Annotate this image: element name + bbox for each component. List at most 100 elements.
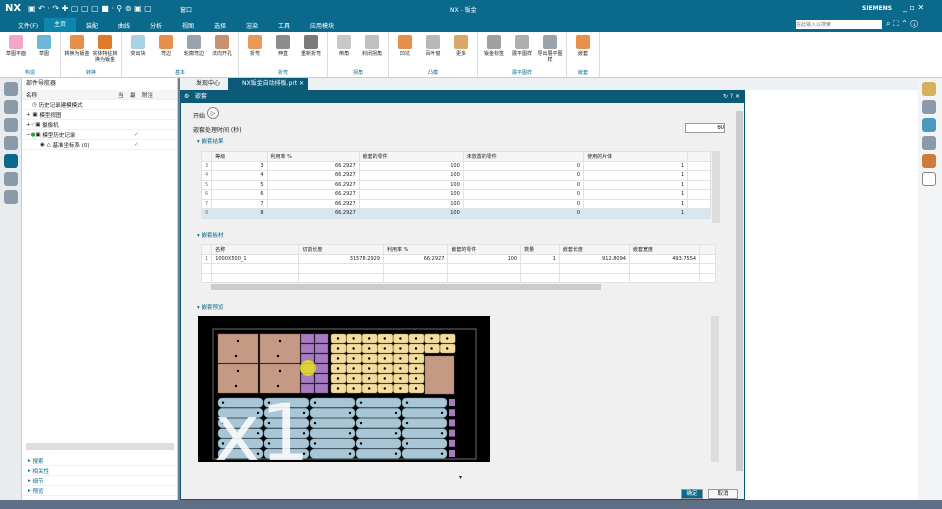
panel-details[interactable]: ▸ 细节 [22, 476, 178, 486]
ribbon-button[interactable]: 转换为钣金 [63, 35, 91, 77]
layer-icon[interactable] [922, 100, 936, 114]
column-header[interactable]: 数量 [520, 244, 560, 255]
menu-home[interactable]: 主页 [44, 18, 76, 32]
table-row[interactable]: 4 4 66.2927 100 0 1 [200, 170, 711, 181]
ribbon-button[interactable]: 重新折弯 [297, 35, 325, 77]
reuse-library-icon[interactable] [4, 154, 18, 168]
constraint-navigator-icon[interactable] [4, 136, 18, 150]
tree-item[interactable]: ◷ 历史记录建模模式 [22, 100, 177, 110]
expand-arrow-icon[interactable]: ▾ [459, 474, 463, 481]
panel-preview[interactable]: ▸ 预览 [22, 486, 178, 496]
ribbon-button[interactable]: 弯边 [152, 35, 180, 77]
ribbon-button[interactable]: 导出展平图样 [536, 35, 564, 77]
ribbon-button[interactable]: 百叶窗 [419, 35, 447, 77]
face-icon[interactable] [922, 118, 936, 132]
sheets-section-header[interactable]: ▾ 嵌套板材 [197, 233, 224, 239]
ribbon-button[interactable]: 展平图样 [508, 35, 536, 77]
ribbon-button[interactable]: 突出块 [124, 35, 152, 77]
ribbon-button[interactable]: 封闭拐角 [358, 35, 386, 77]
tree-item[interactable]: + ✓ ▣ 摄像机 [22, 120, 177, 130]
table-row[interactable]: 6 6 66.2927 100 0 1 [200, 189, 711, 200]
ribbon-button[interactable]: 嵌套 [569, 35, 597, 77]
column-latest[interactable]: 最 [130, 92, 136, 99]
column-notes[interactable]: 附注 [142, 92, 154, 99]
table-row[interactable]: 1 1000X500_1 31578.2929 66.2927 100 1 912.8094… [200, 253, 716, 264]
table-row[interactable]: 7 7 66.2927 100 0 1 [200, 198, 711, 209]
tree-item[interactable]: + ▣ 模型视图 [22, 110, 177, 120]
ribbon-button[interactable]: 实体特征转换为钣金 [91, 35, 119, 77]
table-row[interactable]: 3 3 66.2927 100 0 1 [200, 160, 711, 171]
dialog-scrollbar[interactable] [736, 111, 743, 471]
ribbon-button[interactable]: 折弯 [241, 35, 269, 77]
menu-render[interactable]: 渲染 [245, 22, 258, 30]
search-icon[interactable]: ⌕ ⛶ ⌃ ⓘ [886, 19, 918, 28]
graphics-window[interactable] [745, 90, 918, 500]
sheets-scrollbar[interactable] [211, 284, 601, 290]
ribbon-button[interactable]: 凹坑 [391, 35, 419, 77]
nest-icon[interactable] [922, 154, 936, 168]
nest-preview[interactable]: x1 [198, 316, 490, 462]
column-header[interactable]: 名称 [211, 244, 300, 255]
horizontal-scrollbar[interactable] [26, 443, 174, 450]
results-section-header[interactable]: ▾ 嵌套结果 [197, 139, 224, 145]
column-header[interactable]: 等级 [211, 151, 268, 162]
tab-part-file[interactable]: NX钣金自动排板.prt ✕ [228, 78, 308, 90]
column-header[interactable]: 嵌套的零件 [447, 244, 522, 255]
column-header[interactable]: 切割长度 [298, 244, 384, 255]
menu-tools[interactable]: 工具 [277, 22, 290, 30]
menu-assembly[interactable]: 装配 [85, 22, 98, 30]
ribbon-button[interactable]: 草图平面 [2, 35, 30, 77]
preview-section-header[interactable]: ▾ 嵌套预览 [197, 305, 224, 311]
start-button[interactable]: ▷ [207, 107, 219, 119]
tab-discovery-center[interactable]: 发现中心 [196, 80, 221, 87]
window-controls[interactable]: _ ▫ ✕ [903, 3, 925, 12]
time-input[interactable] [685, 123, 725, 133]
history-icon[interactable] [4, 172, 18, 186]
settings-icon[interactable] [4, 82, 18, 96]
column-header[interactable]: 利用率 % [382, 244, 449, 255]
menu-curve[interactable]: 曲线 [117, 22, 130, 30]
tree-item[interactable]: ◉ △ 基准坐标系 (0) ✓ [22, 140, 177, 150]
ribbon-button[interactable]: 法向开孔 [208, 35, 236, 77]
ribbon-group: 草图平面 草图 构造 [0, 32, 61, 77]
column-header[interactable]: 使用的片体 [583, 151, 689, 162]
ribbon-button[interactable]: 倒角 [330, 35, 358, 77]
dialog-controls[interactable]: ↻ ? ✕ [722, 93, 740, 100]
menu-select[interactable]: 选择 [213, 22, 226, 30]
ok-button[interactable]: 确定 [681, 489, 703, 499]
table-row[interactable]: 8 8 66.2927 100 0 1 [200, 208, 711, 219]
column-current[interactable]: 当 [118, 92, 124, 99]
ribbon-button[interactable]: 更多 [447, 35, 475, 77]
menu-analysis[interactable]: 分析 [149, 22, 162, 30]
column-header[interactable]: 嵌套宽度 [628, 244, 701, 255]
window-menu[interactable]: 窗口 [180, 7, 193, 14]
part-navigator-icon[interactable] [4, 100, 18, 114]
results-scrollbar[interactable] [712, 151, 720, 223]
assembly-navigator-icon[interactable] [4, 118, 18, 132]
ribbon-button[interactable]: 伸直 [269, 35, 297, 77]
search-input[interactable] [796, 20, 882, 29]
menu-file[interactable]: 文件(F) [17, 22, 39, 30]
cancel-button[interactable]: 取消 [708, 489, 738, 499]
column-name[interactable]: 名称 [26, 92, 38, 99]
ribbon-button[interactable]: 轮廓弯边 [180, 35, 208, 77]
column-header[interactable]: 嵌套长度 [558, 244, 630, 255]
column-header[interactable]: 未放置的零件 [462, 151, 585, 162]
column-header[interactable]: 嵌套的零件 [358, 151, 464, 162]
menu-view[interactable]: 视图 [181, 22, 194, 30]
table-row[interactable]: 5 5 66.2927 100 0 1 [200, 179, 711, 190]
part-brown [217, 363, 259, 394]
roles-icon[interactable] [4, 190, 18, 204]
panel-dependencies[interactable]: ▸ 相关性 [22, 466, 178, 476]
panel-search[interactable]: ▸ 搜索 [22, 456, 178, 466]
quick-access-toolbar[interactable]: ▣ ↶ · ↷ ✚ ▢ ▢ ▢ ■ · ⚲ ⊚ ▣ ▢ [28, 4, 152, 13]
tree-item[interactable]: − ● ▣ 模型历史记录 ✓ [22, 130, 177, 140]
ribbon-button[interactable]: 钣金标签 [480, 35, 508, 77]
ribbon-button[interactable]: 草图 [30, 35, 58, 77]
view-icon[interactable] [922, 82, 936, 96]
menu-applications[interactable]: 应用模块 [309, 22, 334, 30]
info-icon[interactable] [922, 172, 936, 186]
column-header[interactable]: 利用率 % [266, 151, 360, 162]
chart-icon[interactable] [922, 136, 936, 150]
preview-scrollbar[interactable] [711, 316, 719, 462]
